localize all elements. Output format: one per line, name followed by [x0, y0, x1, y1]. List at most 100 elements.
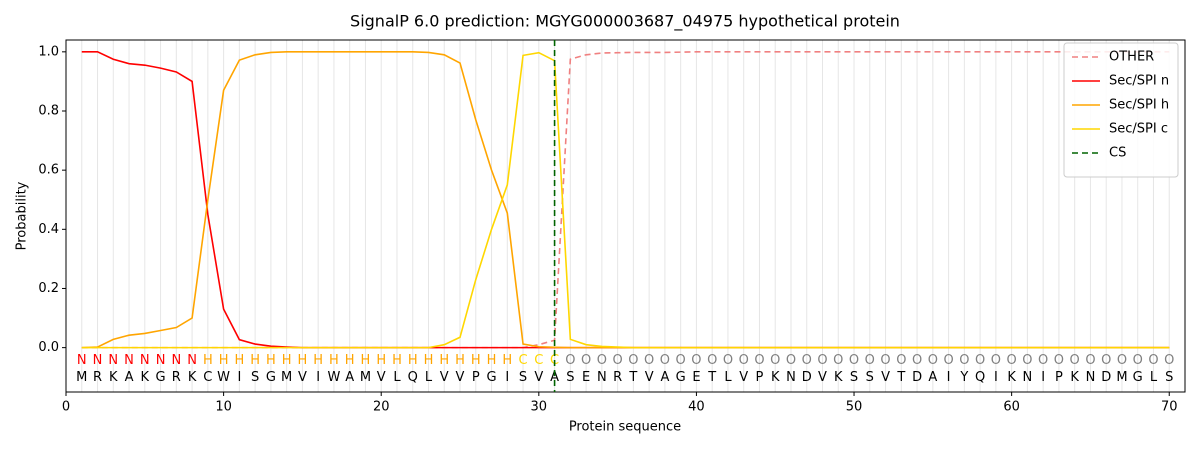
region-label: H — [329, 353, 339, 368]
residue-label: N — [786, 370, 796, 385]
residue-label: L — [393, 370, 401, 385]
residue-label: E — [692, 370, 700, 385]
region-label: H — [439, 353, 449, 368]
y-tick-label: 0.2 — [38, 281, 59, 296]
residue-label: I — [1041, 370, 1045, 385]
region-label: O — [1007, 353, 1017, 368]
residue-label: T — [628, 370, 637, 385]
region-label: O — [817, 353, 827, 368]
region-label: O — [1164, 353, 1174, 368]
residue-label: A — [345, 370, 354, 385]
plot-frame — [65, 39, 1186, 393]
residue-label: V — [377, 370, 386, 385]
residue-label: K — [188, 370, 197, 385]
region-label: O — [1054, 353, 1064, 368]
region-label: H — [471, 353, 481, 368]
region-label: H — [266, 353, 276, 368]
residue-label: N — [1086, 370, 1096, 385]
residue-label: S — [519, 370, 527, 385]
residue-label: G — [1133, 370, 1143, 385]
region-label: O — [754, 353, 764, 368]
residue-label: A — [660, 370, 669, 385]
residue-label: I — [994, 370, 998, 385]
legend-box — [1063, 42, 1179, 178]
region-label: O — [1133, 353, 1143, 368]
region-label: N — [156, 353, 166, 368]
residue-label: I — [505, 370, 509, 385]
region-label: O — [991, 353, 1001, 368]
legend-label: OTHER — [1109, 50, 1154, 65]
x-tick-label: 50 — [846, 400, 863, 415]
residue-label: V — [298, 370, 307, 385]
residue-label: V — [818, 370, 827, 385]
region-label: N — [93, 353, 103, 368]
region-label: H — [376, 353, 386, 368]
residue-label: L — [724, 370, 732, 385]
x-tick-label: 0 — [62, 400, 70, 415]
residue-label: V — [534, 370, 543, 385]
x-tick-label: 10 — [215, 400, 232, 415]
region-label: O — [1148, 353, 1158, 368]
region-label: O — [613, 353, 623, 368]
residue-label: I — [947, 370, 951, 385]
region-label: N — [187, 353, 197, 368]
region-label: O — [723, 353, 733, 368]
region-label: O — [1070, 353, 1080, 368]
region-label: O — [896, 353, 906, 368]
series-line — [81, 51, 1170, 349]
residue-label: T — [896, 370, 905, 385]
residue-label: D — [1101, 370, 1111, 385]
residue-label: R — [93, 370, 102, 385]
residue-label: A — [550, 370, 559, 385]
residue-label: W — [217, 370, 230, 385]
region-label: N — [108, 353, 118, 368]
region-label: N — [77, 353, 87, 368]
legend-label: Sec/SPI c — [1109, 122, 1168, 137]
region-label: O — [880, 353, 890, 368]
region-label: H — [313, 353, 323, 368]
residue-label: L — [425, 370, 433, 385]
region-label: O — [959, 353, 969, 368]
region-label: O — [912, 353, 922, 368]
y-tick-label: 0.0 — [38, 340, 59, 355]
residue-label: P — [472, 370, 480, 385]
region-label: O — [770, 353, 780, 368]
region-label: O — [676, 353, 686, 368]
region-label: O — [660, 353, 670, 368]
region-label: O — [865, 353, 875, 368]
residue-label: M — [281, 370, 292, 385]
region-label: H — [502, 353, 512, 368]
region-label: O — [833, 353, 843, 368]
region-label: H — [282, 353, 292, 368]
region-label: H — [203, 353, 213, 368]
series-line — [81, 51, 1170, 349]
legend-label: Sec/SPI h — [1109, 98, 1169, 113]
residue-label: D — [802, 370, 812, 385]
residue-label: C — [203, 370, 212, 385]
x-tick-label: 40 — [688, 400, 705, 415]
region-label: O — [975, 353, 985, 368]
series-line — [81, 51, 1170, 349]
region-label: O — [943, 353, 953, 368]
x-tick-label: 20 — [373, 400, 390, 415]
residue-label: N — [597, 370, 607, 385]
region-label: O — [1038, 353, 1048, 368]
residue-label: K — [1070, 370, 1079, 385]
residue-label: P — [756, 370, 764, 385]
x-tick-label: 30 — [531, 400, 548, 415]
region-label: C — [519, 353, 528, 368]
legend: OTHER Sec/SPI n Sec/SPI h Sec/SPI c CS — [1063, 42, 1179, 178]
residue-label: M — [1116, 370, 1127, 385]
residue-label: Q — [408, 370, 418, 385]
residue-label: P — [1055, 370, 1063, 385]
region-label: O — [628, 353, 638, 368]
region-label: O — [739, 353, 749, 368]
region-label: O — [849, 353, 859, 368]
residue-label: L — [1150, 370, 1158, 385]
region-label: H — [345, 353, 355, 368]
residue-label: V — [456, 370, 465, 385]
residue-label: I — [316, 370, 320, 385]
region-label: O — [1022, 353, 1032, 368]
residue-label: Y — [959, 370, 968, 385]
